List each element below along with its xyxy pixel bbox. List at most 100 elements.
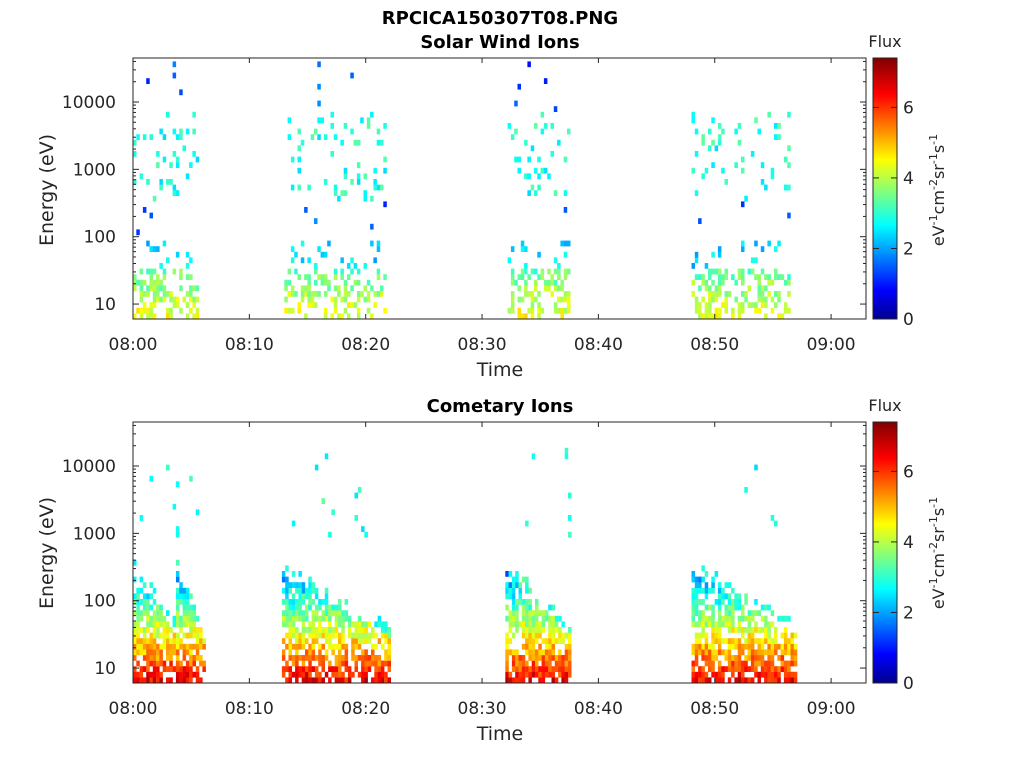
heatmap-cell: [366, 123, 371, 129]
heatmap-cell: [538, 677, 542, 684]
heatmap-cell: [152, 302, 157, 308]
heatmap-cell: [305, 677, 309, 684]
heatmap-cell: [741, 279, 745, 286]
heatmap-cell: [176, 604, 180, 611]
heatmap-cell: [189, 285, 193, 292]
heatmap-cell: [361, 649, 365, 656]
heatmap-cell: [166, 677, 170, 684]
heatmap-cell: [172, 61, 177, 68]
heatmap-cell: [760, 296, 765, 303]
heatmap-cell: [553, 302, 558, 308]
heatmap-cell: [341, 615, 345, 622]
heatmap-cell: [327, 279, 331, 286]
heatmap-cell: [764, 296, 768, 303]
heatmap-cell: [747, 285, 752, 292]
heatmap-cell: [149, 632, 153, 639]
heatmap-cell: [307, 296, 311, 303]
heatmap-cell: [149, 604, 153, 611]
heatmap-cell: [561, 632, 565, 639]
heatmap-cell: [541, 638, 546, 644]
x-tick-label: 08:40: [574, 335, 623, 355]
heatmap-cell: [172, 666, 177, 672]
heatmap-cell: [176, 571, 180, 577]
heatmap-cell: [698, 218, 702, 224]
heatmap-cell: [741, 632, 745, 639]
heatmap-cell: [321, 599, 325, 605]
heatmap-cell: [333, 190, 338, 196]
heatmap-cell: [544, 610, 549, 616]
heatmap-cell: [363, 285, 367, 292]
heatmap-cell: [371, 643, 375, 650]
heatmap-cell: [508, 571, 513, 577]
heatmap-cell: [790, 660, 794, 667]
heatmap-cell: [172, 128, 177, 135]
heatmap-cell: [774, 302, 778, 308]
heatmap-cell: [321, 677, 325, 684]
heatmap-cell: [314, 263, 318, 269]
heatmap-cell: [531, 666, 536, 672]
heatmap-cell: [139, 576, 144, 583]
heatmap-cell: [149, 638, 153, 644]
heatmap-cell: [783, 307, 788, 314]
heatmap-cell: [287, 291, 292, 297]
heatmap-cell: [741, 246, 745, 252]
heatmap-cell: [295, 671, 299, 678]
heatmap-cell: [528, 627, 532, 633]
heatmap-cell: [694, 151, 699, 157]
heatmap-cell: [152, 587, 157, 594]
heatmap-cell: [380, 184, 384, 191]
heatmap-cell: [133, 274, 137, 280]
heatmap-cell: [159, 621, 163, 628]
heatmap-cell: [333, 274, 338, 280]
heatmap-cell: [301, 627, 306, 633]
heatmap-cell: [357, 632, 362, 639]
heatmap-cell: [281, 610, 286, 616]
heatmap-cell: [298, 604, 302, 611]
colorbar-tick-label: 2: [903, 603, 914, 623]
heatmap-cell: [185, 610, 190, 616]
heatmap-cell: [558, 615, 562, 622]
heatmap-cell: [357, 615, 362, 622]
heatmap-cell: [330, 313, 334, 320]
heatmap-cell: [563, 274, 568, 280]
heatmap-cell: [757, 627, 761, 633]
heatmap-cell: [717, 599, 722, 605]
heatmap-cell: [291, 571, 296, 577]
heatmap-cell: [377, 660, 382, 667]
heatmap-cell: [295, 632, 299, 639]
heatmap-cell: [747, 655, 752, 661]
heatmap-cell: [734, 128, 738, 135]
heatmap-cell: [380, 660, 385, 667]
heatmap-cell: [314, 593, 319, 600]
heatmap-cell: [564, 666, 569, 672]
heatmap-cell: [708, 660, 712, 667]
heatmap-cell: [139, 615, 144, 622]
heatmap-cell: [192, 632, 196, 639]
heatmap-cell: [328, 643, 332, 650]
heatmap-cell: [727, 621, 732, 628]
heatmap-cell: [185, 660, 190, 667]
heatmap-cell: [328, 615, 332, 622]
heatmap-cell: [527, 156, 531, 163]
heatmap-cell: [337, 285, 341, 292]
heatmap-cell: [724, 615, 728, 622]
heatmap-cell: [146, 291, 150, 297]
heatmap-cell: [301, 671, 306, 678]
heatmap-cell: [714, 296, 719, 303]
heatmap-cell: [387, 643, 391, 650]
heatmap-cell: [704, 307, 709, 314]
heatmap-cell: [525, 604, 529, 611]
heatmap-cell: [564, 447, 569, 454]
heatmap-cell: [551, 604, 555, 611]
heatmap-cell: [518, 666, 522, 672]
heatmap-cell: [783, 638, 788, 644]
heatmap-cell: [535, 649, 539, 656]
heatmap-cell: [166, 291, 170, 297]
spectrogram: [133, 447, 798, 684]
heatmap-cell: [524, 139, 528, 146]
heatmap-cell: [764, 621, 768, 628]
heatmap-cell: [189, 660, 193, 667]
heatmap-cell: [185, 677, 190, 684]
heatmap-cell: [179, 627, 183, 633]
heatmap-cell: [560, 279, 564, 286]
